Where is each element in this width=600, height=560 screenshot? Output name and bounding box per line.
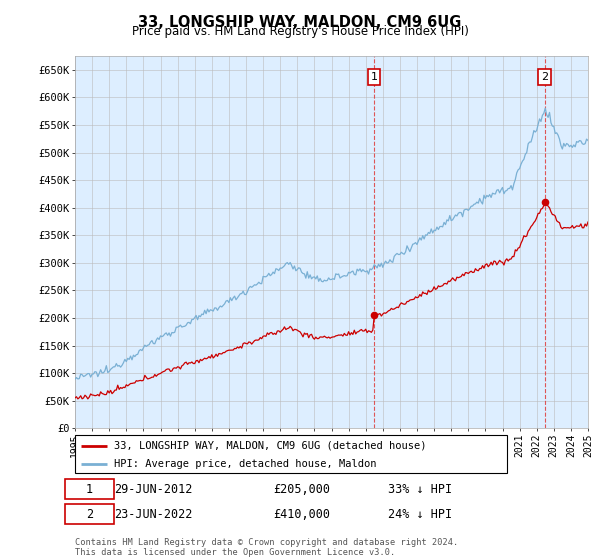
Text: 2: 2 [541,72,548,82]
Text: 33, LONGSHIP WAY, MALDON, CM9 6UG (detached house): 33, LONGSHIP WAY, MALDON, CM9 6UG (detac… [114,441,427,451]
Text: 1: 1 [371,72,377,82]
Text: 33% ↓ HPI: 33% ↓ HPI [388,483,452,496]
Text: 29-JUN-2012: 29-JUN-2012 [114,483,193,496]
Text: £410,000: £410,000 [274,507,331,521]
FancyBboxPatch shape [75,435,507,473]
Text: Price paid vs. HM Land Registry's House Price Index (HPI): Price paid vs. HM Land Registry's House … [131,25,469,38]
FancyBboxPatch shape [65,479,114,500]
Text: 24% ↓ HPI: 24% ↓ HPI [388,507,452,521]
Text: 33, LONGSHIP WAY, MALDON, CM9 6UG: 33, LONGSHIP WAY, MALDON, CM9 6UG [139,15,461,30]
Text: HPI: Average price, detached house, Maldon: HPI: Average price, detached house, Mald… [114,459,376,469]
Text: Contains HM Land Registry data © Crown copyright and database right 2024.
This d: Contains HM Land Registry data © Crown c… [75,538,458,557]
Text: £205,000: £205,000 [274,483,331,496]
Text: 1: 1 [86,483,93,496]
Text: 2: 2 [86,507,93,521]
Text: 23-JUN-2022: 23-JUN-2022 [114,507,193,521]
FancyBboxPatch shape [65,504,114,524]
